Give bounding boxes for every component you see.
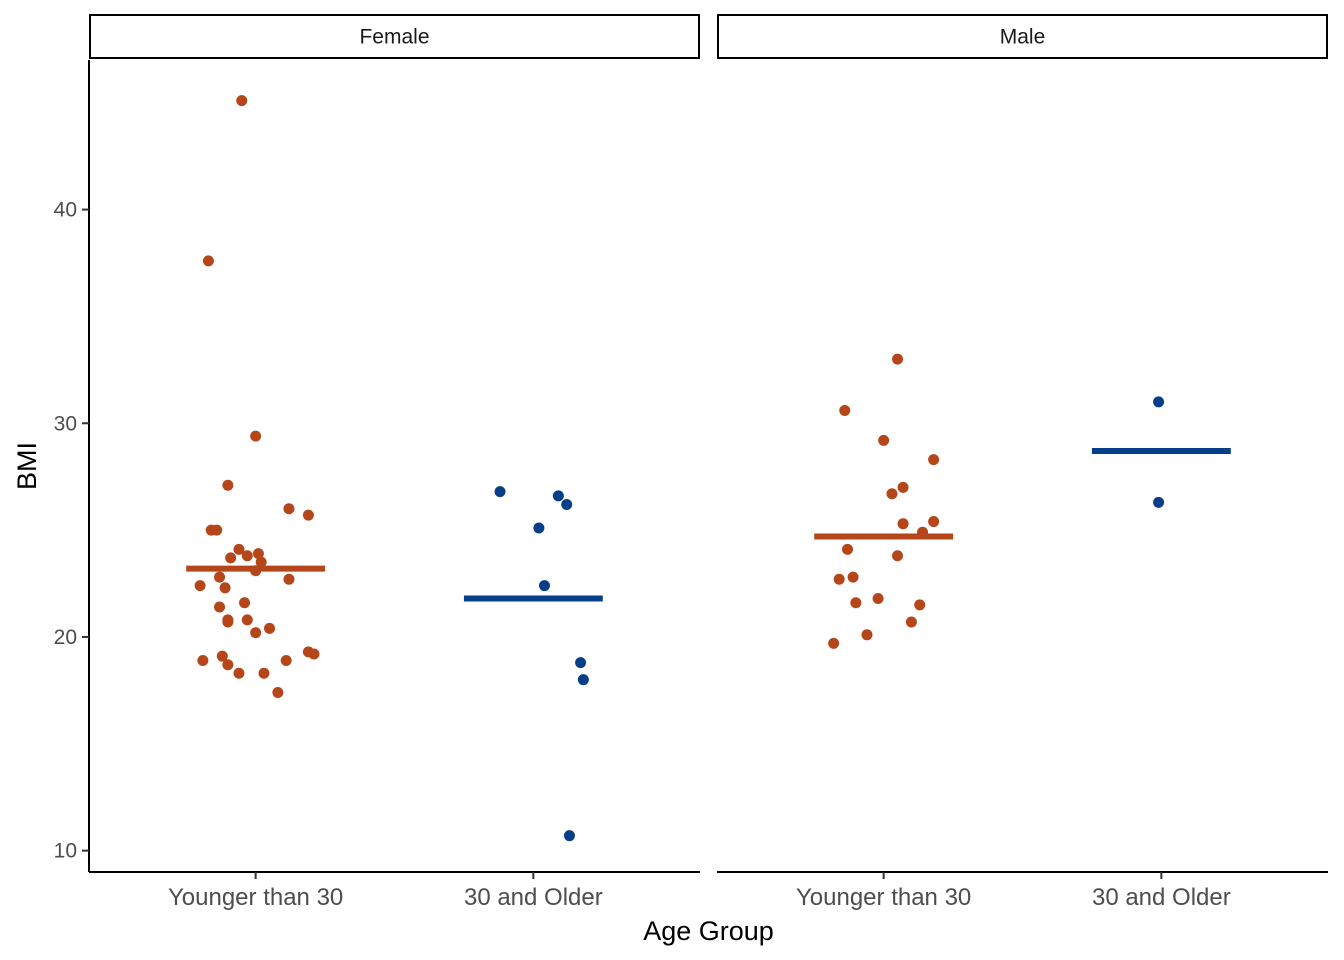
data-point (1153, 396, 1165, 408)
data-point (533, 522, 545, 534)
data-point (202, 255, 214, 267)
y-tick-label: 10 (54, 840, 77, 863)
y-tick-label: 20 (54, 626, 77, 649)
y-tick-label: 40 (54, 199, 77, 222)
data-point (914, 599, 926, 611)
data-point (577, 674, 589, 686)
data-point (928, 516, 940, 528)
data-point (861, 629, 873, 641)
data-point (302, 509, 314, 521)
data-point (905, 616, 917, 628)
data-point (250, 430, 262, 442)
data-point (283, 503, 295, 515)
data-point (850, 597, 862, 609)
data-point (197, 654, 209, 666)
data-point (241, 550, 253, 562)
data-point (1153, 496, 1165, 508)
data-point (878, 434, 890, 446)
data-point (538, 580, 550, 592)
y-tick-label: 30 (54, 412, 77, 435)
data-point (222, 659, 234, 671)
data-point (494, 486, 506, 498)
facet-strip-label: Female (359, 26, 429, 49)
data-point (833, 573, 845, 585)
data-point (283, 573, 295, 585)
facet-panel-male: Male Younger than 30 30 and Older (717, 14, 1328, 911)
data-point (241, 614, 253, 626)
data-point (563, 830, 575, 842)
data-point (886, 488, 898, 500)
data-point (928, 454, 940, 466)
data-point (272, 687, 284, 699)
data-point (233, 667, 245, 679)
data-point (308, 648, 320, 660)
data-point (236, 95, 248, 107)
data-point (872, 592, 884, 604)
x-axis-title: Age Group (643, 916, 774, 946)
data-point (219, 582, 231, 594)
x-tick-label: 30 and Older (1092, 884, 1231, 911)
data-point (194, 580, 206, 592)
data-point (252, 548, 264, 560)
x-tick-label: Younger than 30 (796, 884, 971, 911)
x-tick-label: Younger than 30 (168, 884, 343, 911)
data-point (828, 637, 840, 649)
data-point (280, 654, 292, 666)
data-point (892, 550, 904, 562)
data-point (211, 524, 223, 536)
data-point (222, 479, 234, 491)
data-point (216, 650, 228, 662)
data-point (239, 597, 251, 609)
data-point (897, 518, 909, 530)
data-point (225, 552, 237, 564)
data-point (258, 667, 270, 679)
data-point (847, 571, 859, 583)
y-axis: 10 20 30 40 (54, 60, 90, 872)
facet-panels: Female Younger than 30 30 and Older Male You… (89, 14, 1328, 911)
data-point (892, 353, 904, 365)
data-point (214, 601, 226, 613)
facet-strip (717, 14, 1328, 59)
data-point (561, 498, 573, 510)
x-tick-label: 30 and Older (464, 884, 603, 911)
data-point (842, 543, 854, 555)
data-point (552, 490, 564, 502)
data-point (214, 571, 226, 583)
data-point (897, 481, 909, 493)
y-axis-title: BMI (12, 442, 42, 490)
facet-strip-label: Male (1000, 26, 1046, 49)
data-point (222, 616, 234, 628)
data-point (250, 627, 262, 639)
facet-strip (89, 14, 700, 59)
facet-panel-female: Female Younger than 30 30 and Older (89, 14, 700, 911)
data-point (264, 622, 276, 634)
data-point (255, 556, 267, 568)
data-point (575, 657, 587, 669)
data-point (233, 543, 245, 555)
data-point (839, 404, 851, 416)
